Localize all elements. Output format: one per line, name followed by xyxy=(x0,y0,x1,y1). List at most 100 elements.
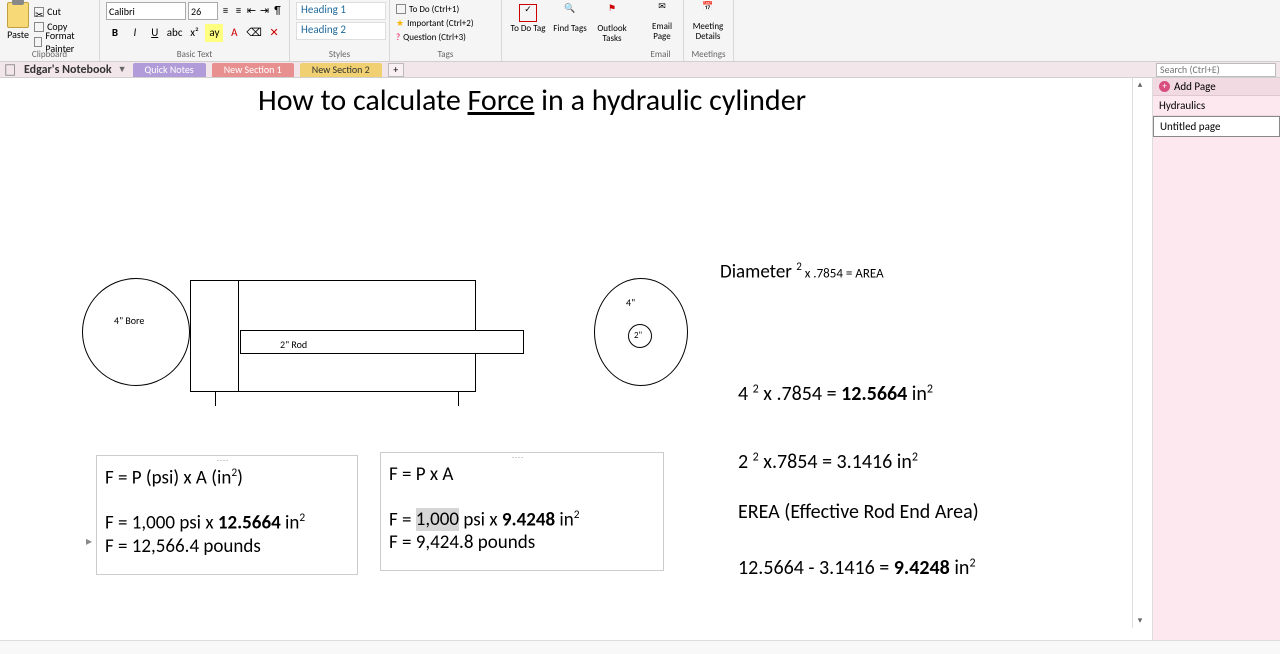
strike-button[interactable]: abc xyxy=(166,24,184,42)
page-title[interactable]: How to calculate Force in a hydraulic cy… xyxy=(258,82,806,119)
star-icon: ★ xyxy=(396,18,404,29)
heading2-style[interactable]: Heading 2 xyxy=(296,22,386,40)
indent-button[interactable]: ⇥ xyxy=(259,2,270,20)
diameter-word: Diameter xyxy=(720,260,796,283)
calc-area-2: 2 2 x.7854 = 3.1416 in2 xyxy=(738,450,918,474)
tab-new-section-1[interactable]: New Section 1 xyxy=(212,63,294,77)
sidebar-item-hydraulics[interactable]: Hydraulics xyxy=(1153,96,1280,116)
meetings-group: 📅 Meeting Details Meetings xyxy=(684,0,734,61)
selected-text: 1,000 xyxy=(416,508,459,531)
search-input[interactable] xyxy=(1156,63,1276,77)
outlook-btn-label: Outlook Tasks xyxy=(594,24,630,44)
font-size-select[interactable] xyxy=(188,2,218,20)
question-tag-label: Question (Ctrl+3) xyxy=(403,32,466,43)
question-tag[interactable]: ?Question (Ctrl+3) xyxy=(396,30,495,44)
heading1-style[interactable]: Heading 1 xyxy=(296,2,386,20)
formula-line: F = P (psi) x A (in2) xyxy=(105,466,349,489)
note-handle[interactable]: .... xyxy=(381,451,655,459)
formula-line: F = 12,566.4 pounds xyxy=(105,535,349,558)
subscript-button[interactable]: x² xyxy=(186,24,204,42)
flag-icon: ⚑ xyxy=(603,4,621,22)
clear-format-button[interactable]: ⌫ xyxy=(245,24,263,42)
numbering-button[interactable]: ≡ xyxy=(233,2,244,20)
title-force: Force xyxy=(468,82,535,119)
note-container-1[interactable]: .... F = P (psi) x A (in2) F = 1,000 psi… xyxy=(96,455,358,575)
bore-circle xyxy=(82,278,190,386)
outdent-button[interactable]: ⇤ xyxy=(246,2,257,20)
bullets-button[interactable]: ≡ xyxy=(220,2,231,20)
font-family-select[interactable] xyxy=(106,2,186,20)
format-painter-button[interactable]: Format Painter xyxy=(34,34,93,49)
notebook-name[interactable]: Edgar's Notebook xyxy=(24,63,112,77)
email-page-button[interactable]: ✉Email Page xyxy=(644,2,680,42)
paste-icon xyxy=(7,2,29,28)
erea-label: EREA (Effective Rod End Area) xyxy=(738,500,979,524)
page-canvas[interactable]: How to calculate Force in a hydraulic cy… xyxy=(0,78,1152,640)
tab-quick-notes[interactable]: Quick Notes xyxy=(133,63,206,77)
calendar-icon: 📅 xyxy=(699,2,717,20)
bold-button[interactable]: B xyxy=(106,24,124,42)
add-page-label: Add Page xyxy=(1174,80,1216,93)
vertical-scrollbar[interactable]: ▴ ▾ xyxy=(1132,78,1146,628)
scroll-down-button[interactable]: ▾ xyxy=(1133,614,1147,628)
notebook-icon xyxy=(4,63,18,77)
ring-outer-label: 4" xyxy=(626,296,635,309)
horizontal-scrollbar[interactable] xyxy=(0,640,1280,654)
meeting-btn-label: Meeting Details xyxy=(690,22,726,42)
main-area: How to calculate Force in a hydraulic cy… xyxy=(0,78,1280,640)
piston-line xyxy=(238,280,239,392)
plus-icon: + xyxy=(1159,81,1170,92)
ring-inner-label: 2" xyxy=(634,330,642,341)
checkbox-icon xyxy=(396,4,406,14)
bore-label: 4" Bore xyxy=(114,314,144,327)
tabs-bar: Edgar's Notebook ▼ Quick Notes New Secti… xyxy=(0,62,1280,78)
highlight-button[interactable]: ay xyxy=(205,24,223,42)
basic-text-group: ≡ ≡ ⇤ ⇥ ¶ B I U abc x² ay A ⌫ ✕ Basic Te… xyxy=(100,0,290,61)
calc-area-1: 4 2 x .7854 = 12.5664 in2 xyxy=(738,382,933,406)
page-list-sidebar: + Add Page Hydraulics Untitled page xyxy=(1152,78,1280,640)
note-handle[interactable]: .... xyxy=(97,454,349,462)
find-tags-button[interactable]: 🔍Find Tags xyxy=(552,4,588,57)
insertion-indicator: ▸ xyxy=(86,534,92,549)
ribbon: Paste ✂Cut Copy Format Painter Clipboard… xyxy=(0,0,1280,62)
italic-button[interactable]: I xyxy=(126,24,144,42)
meetings-label: Meetings xyxy=(684,49,733,60)
scissors-icon: ✂ xyxy=(34,7,44,17)
align-button[interactable]: ¶ xyxy=(272,2,283,20)
cut-label: Cut xyxy=(47,5,61,18)
add-tab-button[interactable]: + xyxy=(388,63,404,77)
basic-text-label: Basic Text xyxy=(100,49,289,60)
formula-line: F = 9,424.8 pounds xyxy=(389,531,655,554)
paste-button[interactable]: Paste xyxy=(6,2,30,47)
notebook-dropdown[interactable]: ▼ xyxy=(118,64,127,75)
outlook-tasks-button[interactable]: ⚑ Outlook Tasks xyxy=(594,4,630,57)
styles-group: Heading 1 Heading 2 Styles xyxy=(290,0,390,61)
cylinder-leg-1 xyxy=(215,392,216,406)
clipboard-group: Paste ✂Cut Copy Format Painter Clipboard xyxy=(0,0,100,61)
tag-buttons-group: ✓To Do Tag 🔍Find Tags ⚑ Outlook Tasks xyxy=(502,0,638,61)
todo-tag-button[interactable]: ✓To Do Tag xyxy=(510,4,546,57)
scroll-up-button[interactable]: ▴ xyxy=(1133,78,1147,92)
brush-icon xyxy=(34,37,42,47)
todo-tag[interactable]: To Do (Ctrl+1) xyxy=(396,2,495,16)
underline-button[interactable]: U xyxy=(146,24,164,42)
tab-new-section-2[interactable]: New Section 2 xyxy=(300,63,382,77)
question-icon: ? xyxy=(396,32,400,43)
meeting-details-button[interactable]: 📅 Meeting Details xyxy=(690,2,726,42)
todo-btn-label: To Do Tag xyxy=(511,24,546,34)
delete-button[interactable]: ✕ xyxy=(265,24,283,42)
note-container-2[interactable]: .... F = P x A F = 1,000 psi x 9.4248 in… xyxy=(380,452,664,571)
formula-line: F = 1,000 psi x 9.4248 in2 xyxy=(389,508,655,531)
email-btn-label: Email Page xyxy=(644,22,680,42)
diameter-formula: Diameter 2 x .7854 = AREA xyxy=(720,260,884,283)
paste-label: Paste xyxy=(7,28,29,41)
cylinder-leg-2 xyxy=(458,392,459,406)
font-color-button[interactable]: A xyxy=(225,24,243,42)
search-icon: 🔍 xyxy=(561,4,579,22)
sidebar-item-untitled[interactable]: Untitled page xyxy=(1153,116,1280,137)
email-label: Email xyxy=(638,49,683,60)
important-tag[interactable]: ★Important (Ctrl+2) xyxy=(396,16,495,30)
cut-button[interactable]: ✂Cut xyxy=(34,4,93,19)
todo-tag-label: To Do (Ctrl+1) xyxy=(409,4,459,15)
add-page-button[interactable]: + Add Page xyxy=(1153,78,1280,96)
